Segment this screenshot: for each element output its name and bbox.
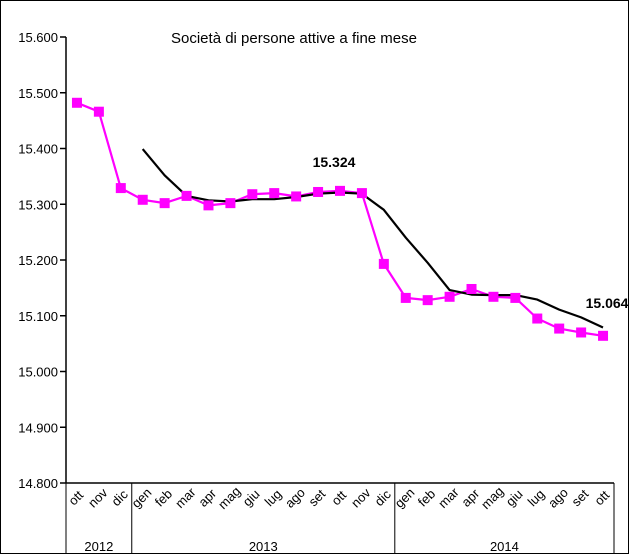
data-point xyxy=(488,291,499,302)
data-point xyxy=(335,185,345,196)
data-point xyxy=(137,194,148,205)
x-tick-label: ago xyxy=(282,485,308,511)
y-tick-label: 15.000 xyxy=(18,365,58,380)
data-point xyxy=(510,292,521,303)
trend-line xyxy=(141,148,604,329)
y-tick-label: 14.800 xyxy=(18,476,58,491)
data-point xyxy=(532,313,543,324)
series-markers xyxy=(71,97,609,341)
chart-title: Società di persone attive a fine mese xyxy=(171,30,417,47)
year-label: 2012 xyxy=(84,539,113,554)
y-tick-label: 15.500 xyxy=(18,86,58,101)
data-point xyxy=(247,189,258,200)
data-label: 15.324 xyxy=(313,154,356,170)
x-tick-label: lug xyxy=(525,486,548,509)
data-point xyxy=(313,186,324,197)
data-point xyxy=(598,330,609,341)
x-tick-label: apr xyxy=(458,485,482,509)
data-point xyxy=(356,188,367,199)
x-tick-label: feb xyxy=(152,486,175,509)
x-tick-label: mar xyxy=(435,484,462,511)
series-lines xyxy=(76,101,604,337)
y-tick-labels: 14.800 14.900 15.000 15.100 15.200 15.300 15.4… xyxy=(18,30,58,491)
y-tick-label: 14.900 xyxy=(18,420,58,435)
data-point xyxy=(225,198,236,209)
monthly-line xyxy=(76,101,604,337)
data-point xyxy=(400,292,411,303)
x-tick-label: set xyxy=(569,486,592,509)
data-point xyxy=(269,188,280,199)
y-tick-label: 15.200 xyxy=(18,253,58,268)
x-tick-label: feb xyxy=(415,486,438,509)
data-point xyxy=(466,283,477,294)
data-point xyxy=(203,200,214,211)
x-tick-label: gen xyxy=(129,485,155,511)
data-point xyxy=(576,327,587,338)
y-tick-label: 15.400 xyxy=(18,142,58,157)
axes xyxy=(60,36,614,484)
year-label: 2013 xyxy=(249,539,278,554)
x-tick-label: gen xyxy=(392,485,418,511)
data-point xyxy=(554,323,565,334)
x-tick-label: giu xyxy=(503,486,526,509)
data-point xyxy=(93,106,104,117)
y-tick-label: 15.100 xyxy=(18,309,58,324)
x-tick-label: set xyxy=(305,486,328,509)
data-point xyxy=(378,258,389,269)
data-point xyxy=(181,190,192,201)
x-tick-label: apr xyxy=(195,485,219,509)
x-tick-label: dic xyxy=(108,486,131,509)
x-tick-label: nov xyxy=(348,485,374,511)
data-point xyxy=(444,291,455,302)
y-tick-label: 15.600 xyxy=(18,30,58,45)
data-label: 15.064 xyxy=(586,295,629,311)
data-point xyxy=(291,191,302,202)
annotations: 15.324 15.064 xyxy=(313,154,629,311)
data-point xyxy=(159,198,170,209)
x-tick-label: lug xyxy=(262,486,285,509)
x-tick-label: nov xyxy=(85,485,111,511)
data-point xyxy=(115,183,126,194)
data-point xyxy=(422,295,433,306)
x-tick-label: mar xyxy=(172,484,199,511)
y-tick-label: 15.300 xyxy=(18,197,58,212)
x-tick-label: giu xyxy=(240,486,263,509)
x-tick-label: ott xyxy=(591,487,612,508)
data-point xyxy=(71,97,82,108)
year-group-labels: 2012 2013 2014 xyxy=(65,483,615,554)
x-tick-label: ago xyxy=(545,485,571,511)
x-tick-label: ott xyxy=(328,487,349,508)
x-tick-label: dic xyxy=(371,486,394,509)
x-tick-label: ott xyxy=(65,487,86,508)
year-label: 2014 xyxy=(490,539,519,554)
